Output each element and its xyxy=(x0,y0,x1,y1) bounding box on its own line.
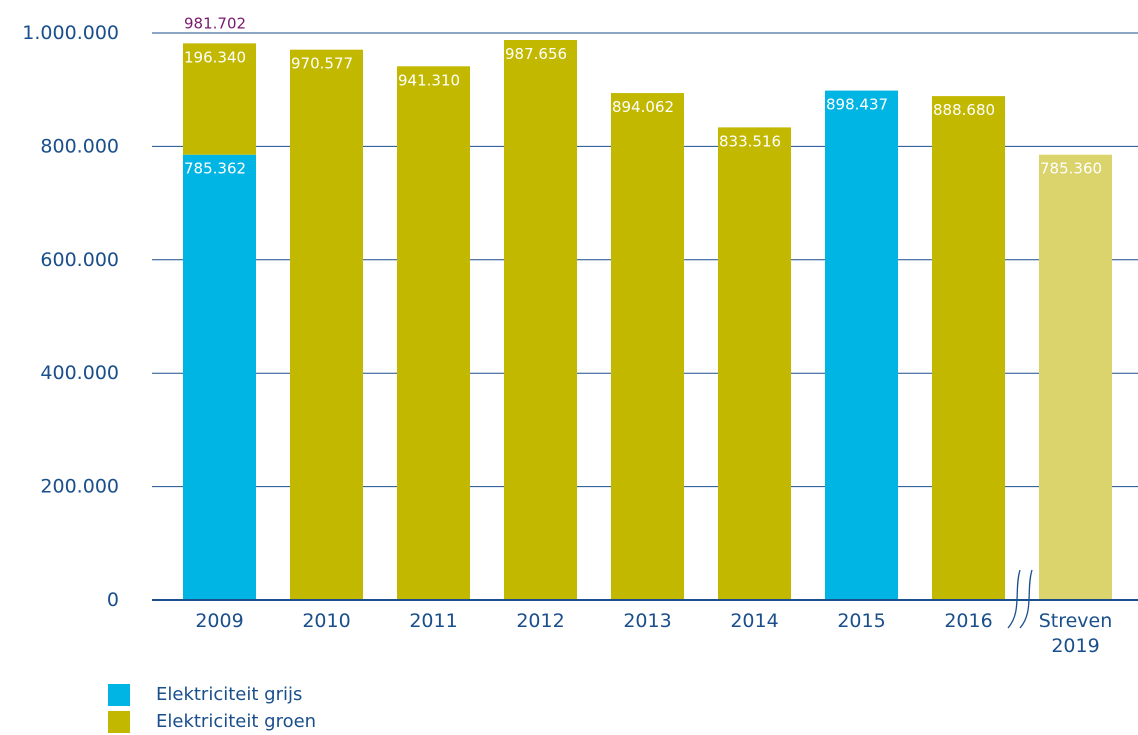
bar-grijs xyxy=(183,155,256,600)
bar-groen xyxy=(504,40,577,600)
legend-item-grijs: Elektriciteit grijs xyxy=(108,681,316,708)
bar-value-label: 987.656 xyxy=(505,45,567,63)
bar-value-label: 941.310 xyxy=(398,71,460,89)
bar-groen xyxy=(397,66,470,600)
legend-swatch-grijs xyxy=(108,684,130,706)
x-tick-label: 2015 xyxy=(837,610,885,632)
x-tick-label: 2010 xyxy=(302,610,350,632)
bar-value-label: 785.360 xyxy=(1040,160,1102,178)
x-tick-label: 2009 xyxy=(195,610,243,632)
x-tick-label: 2014 xyxy=(730,610,778,632)
bars xyxy=(183,40,1112,600)
x-tick-label: Streven xyxy=(1039,610,1113,632)
bar-value-label: 196.340 xyxy=(184,48,246,66)
bar-value-label: 898.437 xyxy=(826,96,888,114)
bar-groen xyxy=(611,93,684,600)
legend-label-groen: Elektriciteit groen xyxy=(156,711,316,732)
legend-label-grijs: Elektriciteit grijs xyxy=(156,684,302,705)
x-tick-label: 2019 xyxy=(1051,635,1099,657)
y-tick-label: 400.000 xyxy=(40,362,119,384)
total-annotation: 981.702 xyxy=(184,14,246,32)
legend-item-groen: Elektriciteit groen xyxy=(108,708,316,735)
bar-grijs xyxy=(825,91,898,600)
bar-value-label: 894.062 xyxy=(612,98,674,116)
x-tick-label: 2016 xyxy=(944,610,992,632)
x-tick-label: 2013 xyxy=(623,610,671,632)
y-tick-label: 600.000 xyxy=(40,249,119,271)
bar-value-label: 970.577 xyxy=(291,55,353,73)
bar-groen xyxy=(718,127,791,600)
y-tick-label: 200.000 xyxy=(40,476,119,498)
y-tick-label: 1.000.000 xyxy=(22,22,119,44)
x-tick-label: 2012 xyxy=(516,610,564,632)
y-tick-label: 0 xyxy=(107,589,119,611)
bar-streven xyxy=(1039,155,1112,600)
bar-value-label: 785.362 xyxy=(184,160,246,178)
bar-groen xyxy=(290,50,363,600)
bar-groen xyxy=(932,96,1005,600)
legend: Elektriciteit grijs Elektriciteit groen xyxy=(108,681,316,735)
x-tick-label: 2011 xyxy=(409,610,457,632)
bar-value-label: 833.516 xyxy=(719,132,781,150)
bar-value-label: 888.680 xyxy=(933,101,995,119)
y-tick-label: 800.000 xyxy=(40,135,119,157)
legend-swatch-groen xyxy=(108,711,130,733)
bar-chart: 0 200.000 400.000 600.000 800.000 1.000.000 20… xyxy=(0,0,1138,680)
